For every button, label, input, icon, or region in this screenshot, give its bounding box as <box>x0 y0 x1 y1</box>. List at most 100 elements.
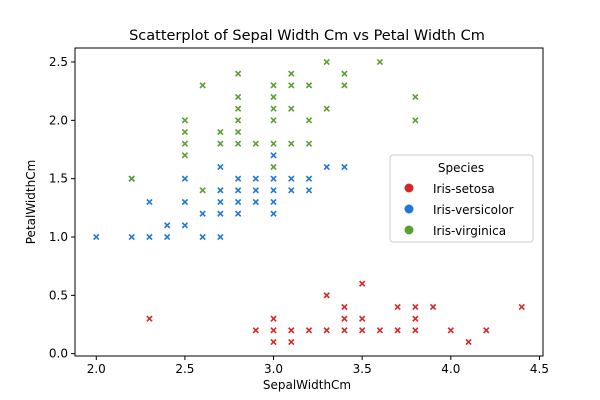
data-point <box>199 210 206 217</box>
data-point <box>128 175 135 182</box>
data-point <box>394 327 401 334</box>
legend: Species Iris-setosa Iris-versicolor Iris-v… <box>389 154 534 243</box>
x-tick-label: 2.0 <box>87 362 106 376</box>
data-point <box>305 327 313 334</box>
data-point <box>270 327 277 334</box>
data-point <box>305 82 313 89</box>
y-tick-label: 1.0 <box>49 230 68 244</box>
series-iris-setosa <box>146 280 525 346</box>
data-point <box>234 140 242 147</box>
plot-frame <box>74 47 544 357</box>
data-point <box>359 315 366 322</box>
y-axis-label: PetalWidthCm <box>24 160 38 245</box>
data-point <box>181 152 189 159</box>
data-point <box>234 117 242 124</box>
data-point <box>217 140 224 147</box>
data-point <box>217 128 224 136</box>
x-tick-label: 2.5 <box>175 362 194 376</box>
data-point <box>288 187 295 194</box>
data-point <box>305 175 313 182</box>
data-point <box>270 105 277 112</box>
data-point <box>234 128 242 136</box>
data-point <box>323 58 330 66</box>
data-point <box>199 82 206 89</box>
data-point <box>447 327 454 334</box>
data-point <box>252 198 259 206</box>
data-point <box>483 327 490 334</box>
data-point <box>164 233 171 241</box>
data-point <box>164 222 171 229</box>
data-point <box>270 140 277 147</box>
data-point <box>341 70 348 77</box>
data-point <box>341 163 348 171</box>
legend-box <box>389 154 534 243</box>
data-point <box>341 303 348 311</box>
data-point <box>217 210 224 217</box>
data-point <box>199 233 206 241</box>
data-point <box>288 82 295 89</box>
data-point <box>429 303 437 311</box>
data-point <box>288 327 295 334</box>
legend-title: Species <box>438 161 484 175</box>
data-point <box>270 175 277 182</box>
data-point <box>234 93 242 101</box>
data-point <box>341 327 348 334</box>
data-point <box>270 82 277 89</box>
data-point <box>341 315 348 322</box>
data-point <box>146 198 153 206</box>
data-point <box>270 117 277 124</box>
data-point <box>217 187 224 194</box>
data-point <box>181 117 189 124</box>
data-point <box>288 140 295 147</box>
data-point <box>323 327 330 334</box>
data-point <box>217 163 224 171</box>
data-point <box>217 233 224 241</box>
data-point <box>270 93 277 101</box>
data-point <box>146 233 153 241</box>
data-point <box>270 187 277 194</box>
data-point <box>181 198 189 206</box>
y-tick-label: 2.5 <box>49 55 68 69</box>
data-point <box>128 233 135 241</box>
data-point <box>234 187 242 194</box>
y-axis: 0.0 0.5 1.0 1.5 2.0 2.5 <box>49 55 75 361</box>
legend-marker <box>404 225 414 235</box>
data-point <box>234 175 242 182</box>
data-point <box>234 105 242 112</box>
data-point <box>270 152 277 159</box>
data-point <box>412 93 419 101</box>
data-point <box>412 303 419 311</box>
data-point <box>270 163 277 171</box>
x-tick-label: 4.5 <box>530 362 549 376</box>
data-point <box>288 105 295 112</box>
data-point <box>181 175 189 182</box>
data-point <box>270 338 277 346</box>
data-point <box>305 140 313 147</box>
data-point <box>234 198 242 206</box>
data-point <box>412 315 419 322</box>
data-point <box>359 327 366 334</box>
data-point <box>359 280 366 287</box>
data-point <box>252 187 259 194</box>
data-point <box>270 210 277 217</box>
legend-label: Iris-virginica <box>433 224 506 238</box>
marker-layer <box>93 58 525 346</box>
x-axis: 2.0 2.5 3.0 3.5 4.0 4.5 <box>87 356 549 376</box>
data-point <box>270 315 277 322</box>
legend-marker <box>404 204 414 214</box>
data-point <box>412 327 419 334</box>
y-tick-label: 2.0 <box>49 113 68 127</box>
data-point <box>288 175 295 182</box>
data-point <box>518 303 525 311</box>
data-point <box>270 198 277 206</box>
x-tick-label: 3.5 <box>353 362 372 376</box>
data-point <box>252 327 259 334</box>
data-point <box>305 187 313 194</box>
y-tick-label: 0.0 <box>49 347 68 361</box>
data-point <box>199 187 206 194</box>
x-tick-label: 3.0 <box>264 362 283 376</box>
data-point <box>323 105 330 112</box>
data-point <box>323 292 330 299</box>
data-point <box>288 338 295 346</box>
x-tick-label: 4.0 <box>441 362 460 376</box>
